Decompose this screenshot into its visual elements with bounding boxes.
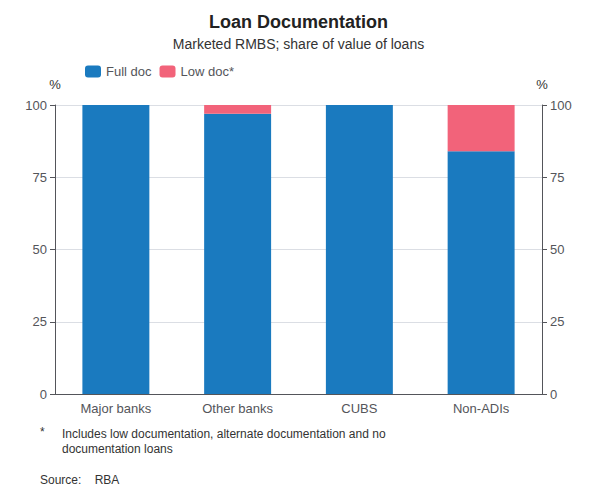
svg-text:50: 50 [33, 242, 47, 257]
svg-text:100: 100 [550, 98, 572, 113]
svg-text:25: 25 [33, 314, 47, 329]
svg-text:0: 0 [550, 387, 557, 402]
svg-text:100: 100 [25, 98, 47, 113]
svg-text:75: 75 [550, 170, 564, 185]
svg-text:documentation loans: documentation loans [62, 442, 173, 456]
svg-text:Non-ADIs: Non-ADIs [453, 401, 510, 416]
svg-text:0: 0 [40, 387, 47, 402]
svg-text:Major banks: Major banks [80, 401, 151, 416]
svg-text:%: % [536, 77, 548, 92]
svg-text:Full doc: Full doc [106, 64, 152, 79]
svg-text:CUBS: CUBS [341, 401, 377, 416]
svg-text:50: 50 [550, 242, 564, 257]
svg-text:25: 25 [550, 314, 564, 329]
svg-text:Loan Documentation: Loan Documentation [209, 12, 388, 32]
svg-text:Includes low documentation, al: Includes low documentation, alternate do… [62, 427, 386, 441]
svg-text:%: % [49, 77, 61, 92]
svg-text:*: * [40, 425, 45, 439]
svg-text:Marketed RMBS; share of value: Marketed RMBS; share of value of loans [173, 36, 424, 52]
svg-text:Source: RBA: Source: RBA [40, 473, 119, 487]
svg-text:Other banks: Other banks [202, 401, 273, 416]
svg-text:Low doc*: Low doc* [181, 64, 234, 79]
svg-text:75: 75 [33, 170, 47, 185]
